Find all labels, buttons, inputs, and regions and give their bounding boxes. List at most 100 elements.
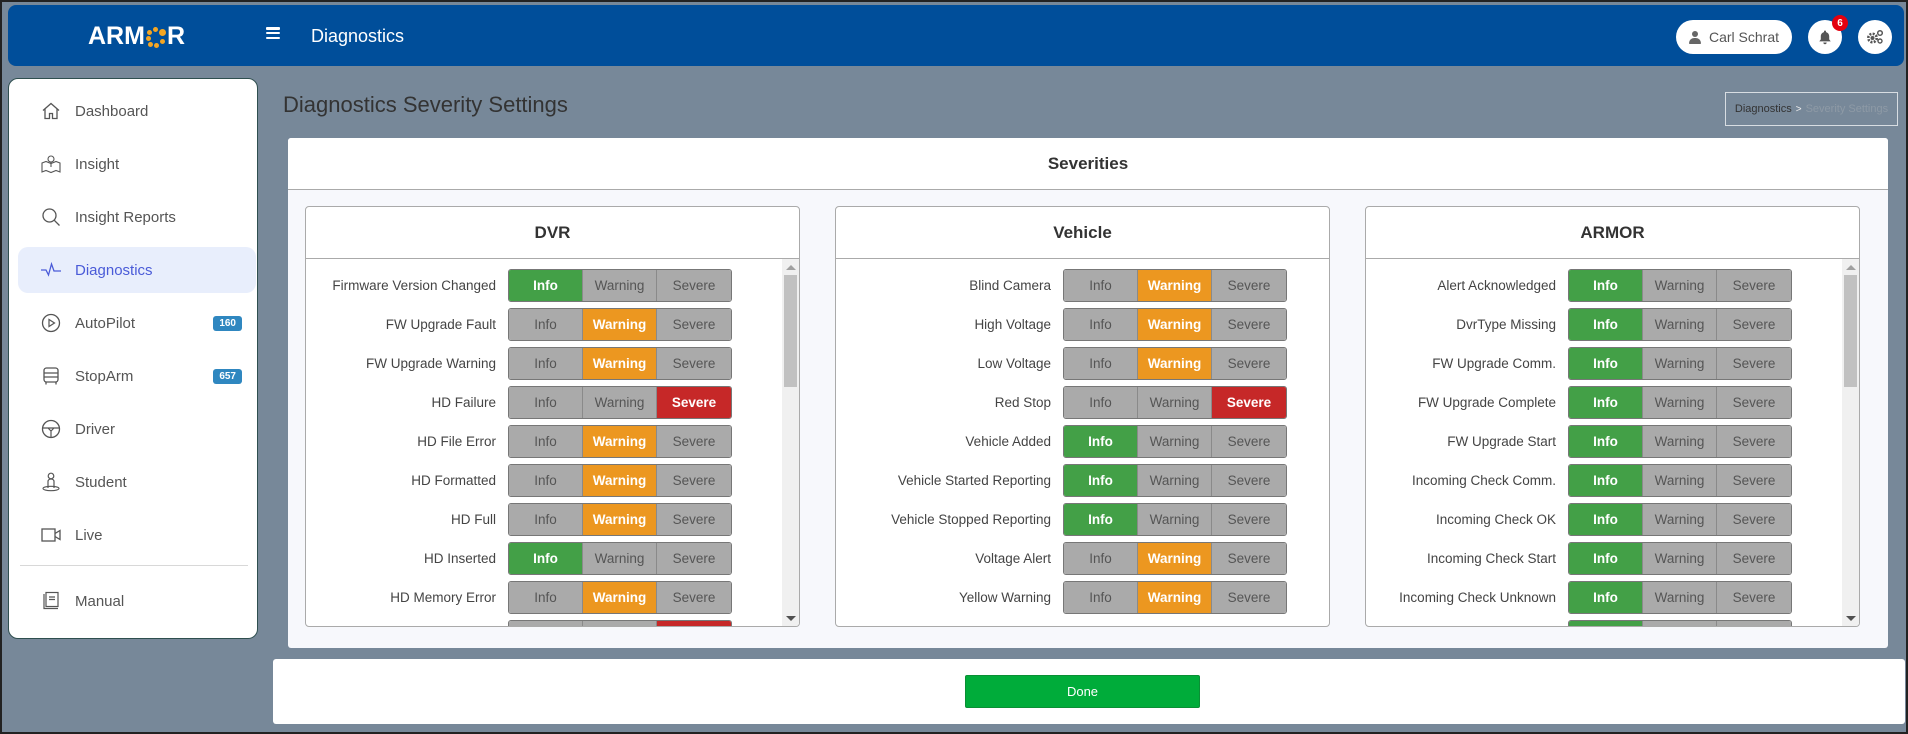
severity-warning-button[interactable]: Warning (1138, 425, 1212, 457)
severity-warning-button[interactable]: Warning (583, 464, 657, 496)
severity-info-button[interactable]: Info (1569, 581, 1643, 613)
severity-warning-button[interactable]: Warning (1138, 503, 1212, 535)
severity-warning-button[interactable]: Warning (1643, 464, 1717, 496)
severity-info-button[interactable]: Info (1064, 425, 1138, 457)
panel-list[interactable]: Firmware Version Changed Info Warning Sever… (306, 259, 799, 626)
severity-info-button[interactable]: Info (1064, 347, 1138, 379)
severity-severe-button[interactable]: Severe (1717, 386, 1791, 418)
severity-warning-button[interactable]: Warning (583, 269, 657, 301)
severity-severe-button[interactable]: Severe (657, 581, 731, 613)
panel-scrollbar[interactable] (1842, 259, 1859, 626)
severity-warning-button[interactable]: Warning (1643, 347, 1717, 379)
severity-info-button[interactable]: Info (1569, 464, 1643, 496)
severity-info-button[interactable]: Info (1064, 386, 1138, 418)
severity-warning-button[interactable]: Warning (1643, 620, 1717, 626)
severity-warning-button[interactable]: Warning (1138, 269, 1212, 301)
panel-list[interactable]: Alert Acknowledged Info Warning Severe DvrTy… (1366, 259, 1859, 626)
severity-warning-button[interactable]: Warning (583, 425, 657, 457)
severity-severe-button[interactable]: Severe (1212, 269, 1286, 301)
severity-info-button[interactable]: Info (1569, 425, 1643, 457)
severity-severe-button[interactable]: Severe (1212, 542, 1286, 574)
severity-severe-button[interactable]: Severe (1717, 503, 1791, 535)
severity-info-button[interactable]: Info (509, 269, 583, 301)
sidebar-item-insight[interactable]: Insight (18, 141, 256, 187)
severity-info-button[interactable]: Info (509, 347, 583, 379)
scrollbar-thumb[interactable] (784, 275, 797, 387)
severity-info-button[interactable]: Info (1064, 308, 1138, 340)
severity-severe-button[interactable]: Severe (657, 542, 731, 574)
severity-info-button[interactable]: Info (509, 464, 583, 496)
severity-severe-button[interactable]: Severe (1212, 347, 1286, 379)
severity-severe-button[interactable]: Severe (1717, 464, 1791, 496)
severity-severe-button[interactable]: Severe (1212, 464, 1286, 496)
scroll-down-arrow-icon[interactable] (786, 616, 796, 621)
scroll-up-arrow-icon[interactable] (1846, 265, 1856, 270)
armor-logo[interactable]: ARM R (88, 22, 185, 50)
severity-info-button[interactable]: Info (1569, 542, 1643, 574)
severity-severe-button[interactable]: Severe (1717, 620, 1791, 626)
severity-warning-button[interactable]: Warning (1138, 464, 1212, 496)
scroll-up-arrow-icon[interactable] (786, 265, 796, 270)
severity-severe-button[interactable]: Severe (1212, 425, 1286, 457)
severity-info-button[interactable]: Info (1569, 620, 1643, 626)
severity-info-button[interactable]: Info (509, 581, 583, 613)
sidebar-item-autopilot[interactable]: AutoPilot 160 (18, 300, 256, 346)
severity-info-button[interactable]: Info (1569, 347, 1643, 379)
severity-severe-button[interactable]: Severe (657, 464, 731, 496)
severity-severe-button[interactable]: Severe (657, 425, 731, 457)
severity-warning-button[interactable]: Warning (1138, 386, 1212, 418)
severity-severe-button[interactable]: Severe (657, 386, 731, 418)
severity-severe-button[interactable]: Severe (1717, 347, 1791, 379)
settings-button[interactable] (1858, 20, 1892, 54)
severity-severe-button[interactable]: Severe (657, 308, 731, 340)
severity-info-button[interactable]: Info (509, 386, 583, 418)
severity-info-button[interactable]: Info (1064, 503, 1138, 535)
severity-warning-button[interactable]: Warning (583, 386, 657, 418)
breadcrumb-diagnostics-link[interactable]: Diagnostics (1734, 103, 1792, 115)
severity-info-button[interactable]: Info (1569, 386, 1643, 418)
severity-info-button[interactable]: Info (1064, 269, 1138, 301)
panel-scrollbar[interactable] (782, 259, 799, 626)
user-menu-button[interactable]: Carl Schrat (1676, 20, 1792, 54)
severity-warning-button[interactable]: Warning (583, 542, 657, 574)
severity-info-button[interactable]: Info (1064, 581, 1138, 613)
sidebar-item-driver[interactable]: Driver (18, 406, 256, 452)
sidebar-item-dashboard[interactable]: Dashboard (18, 88, 256, 134)
sidebar-item-insight-reports[interactable]: Insight Reports (18, 194, 256, 240)
severity-warning-button[interactable]: Warning (1138, 542, 1212, 574)
scroll-down-arrow-icon[interactable] (1846, 616, 1856, 621)
severity-info-button[interactable]: Info (1064, 464, 1138, 496)
severity-warning-button[interactable]: Warning (583, 347, 657, 379)
severity-severe-button[interactable]: Severe (1212, 308, 1286, 340)
severity-info-button[interactable]: Info (509, 503, 583, 535)
severity-warning-button[interactable]: Warning (1138, 347, 1212, 379)
severity-info-button[interactable]: Info (1064, 542, 1138, 574)
panel-list[interactable]: Blind Camera Info Warning Severe High Voltag… (836, 259, 1329, 626)
severity-severe-button[interactable]: Severe (1717, 542, 1791, 574)
severity-info-button[interactable]: Info (509, 542, 583, 574)
severity-warning-button[interactable]: Warning (583, 620, 657, 626)
severity-severe-button[interactable]: Severe (657, 503, 731, 535)
severity-severe-button[interactable]: Severe (1212, 386, 1286, 418)
severity-severe-button[interactable]: Severe (1717, 581, 1791, 613)
sidebar-item-manual[interactable]: Manual (18, 578, 256, 624)
severity-info-button[interactable]: Info (1569, 269, 1643, 301)
sidebar-item-stoparm[interactable]: StopArm 657 (18, 353, 256, 399)
severity-warning-button[interactable]: Warning (1643, 581, 1717, 613)
severity-warning-button[interactable]: Warning (583, 581, 657, 613)
done-button[interactable]: Done (965, 675, 1200, 708)
severity-severe-button[interactable]: Severe (1717, 425, 1791, 457)
sidebar-item-live[interactable]: Live (18, 512, 256, 558)
menu-toggle-icon[interactable] (266, 26, 280, 40)
sidebar-item-student[interactable]: Student (18, 459, 256, 505)
severity-warning-button[interactable]: Warning (1138, 308, 1212, 340)
severity-severe-button[interactable]: Severe (1212, 581, 1286, 613)
severity-warning-button[interactable]: Warning (1643, 542, 1717, 574)
severity-warning-button[interactable]: Warning (1138, 581, 1212, 613)
severity-info-button[interactable]: Info (509, 620, 583, 626)
severity-info-button[interactable]: Info (1569, 503, 1643, 535)
severity-severe-button[interactable]: Severe (1717, 269, 1791, 301)
severity-severe-button[interactable]: Severe (1717, 308, 1791, 340)
severity-severe-button[interactable]: Severe (657, 347, 731, 379)
severity-info-button[interactable]: Info (509, 308, 583, 340)
